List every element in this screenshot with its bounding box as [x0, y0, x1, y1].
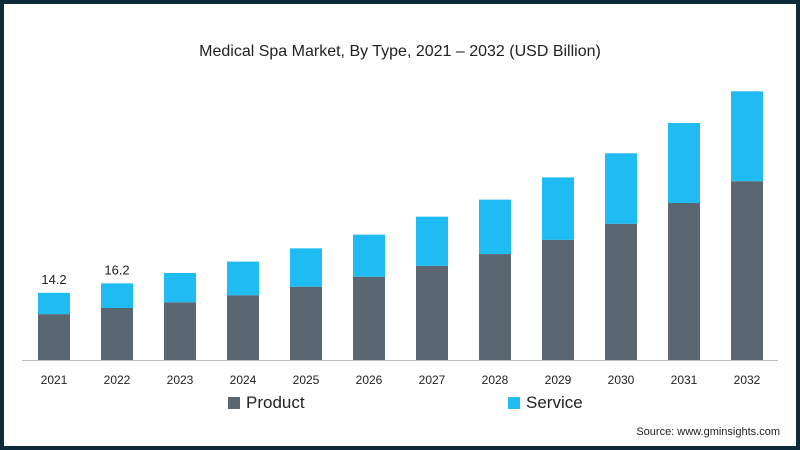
x-tick-label-2029: 2029 [545, 373, 572, 387]
legend-item-service: Service [508, 393, 583, 413]
bar-service-2024 [227, 261, 259, 296]
x-tick-label-2025: 2025 [293, 373, 320, 387]
x-tick-label-2026: 2026 [356, 373, 383, 387]
x-tick-label-2022: 2022 [104, 373, 131, 387]
bar-service-2025 [290, 248, 322, 287]
x-tick-label-2023: 2023 [167, 373, 194, 387]
bar-product-2028 [479, 254, 511, 360]
legend: Product Service [0, 393, 800, 415]
bar-product-2025 [290, 286, 322, 360]
bar-service-2023 [164, 272, 196, 303]
legend-swatch-product [228, 397, 240, 409]
x-tick-label-2028: 2028 [482, 373, 509, 387]
bar-service-2028 [479, 199, 511, 255]
bar-service-2021 [38, 292, 70, 315]
bar-product-2022 [101, 307, 133, 360]
bar-service-2032 [731, 91, 763, 182]
bar-product-2021 [38, 314, 70, 360]
data-label-2022: 16.2 [104, 262, 129, 277]
bar-service-2027 [416, 216, 448, 266]
bar-product-2024 [227, 295, 259, 360]
x-tick-label-2031: 2031 [671, 373, 698, 387]
legend-label-product: Product [246, 393, 305, 412]
bar-product-2032 [731, 181, 763, 360]
x-tick-label-2030: 2030 [608, 373, 635, 387]
bar-product-2023 [164, 302, 196, 360]
source-note: Source: www.gminsights.com [636, 426, 780, 438]
bar-product-2027 [416, 265, 448, 360]
bar-service-2031 [668, 123, 700, 203]
bar-product-2026 [353, 276, 385, 360]
bar-service-2026 [353, 234, 385, 277]
bar-service-2022 [101, 283, 133, 308]
bar-service-2029 [542, 177, 574, 240]
chart-title: Medical Spa Market, By Type, 2021 – 2032… [199, 43, 601, 60]
bar-service-2030 [605, 153, 637, 224]
legend-swatch-service [508, 397, 520, 409]
data-label-2021: 14.2 [41, 272, 66, 287]
bar-product-2029 [542, 239, 574, 360]
x-tick-label-2027: 2027 [419, 373, 446, 387]
bar-product-2031 [668, 202, 700, 360]
legend-item-product: Product [228, 393, 305, 413]
x-tick-label-2024: 2024 [230, 373, 257, 387]
bar-product-2030 [605, 223, 637, 360]
legend-label-service: Service [526, 393, 583, 412]
x-tick-label-2021: 2021 [41, 373, 68, 387]
x-tick-label-2032: 2032 [734, 373, 761, 387]
